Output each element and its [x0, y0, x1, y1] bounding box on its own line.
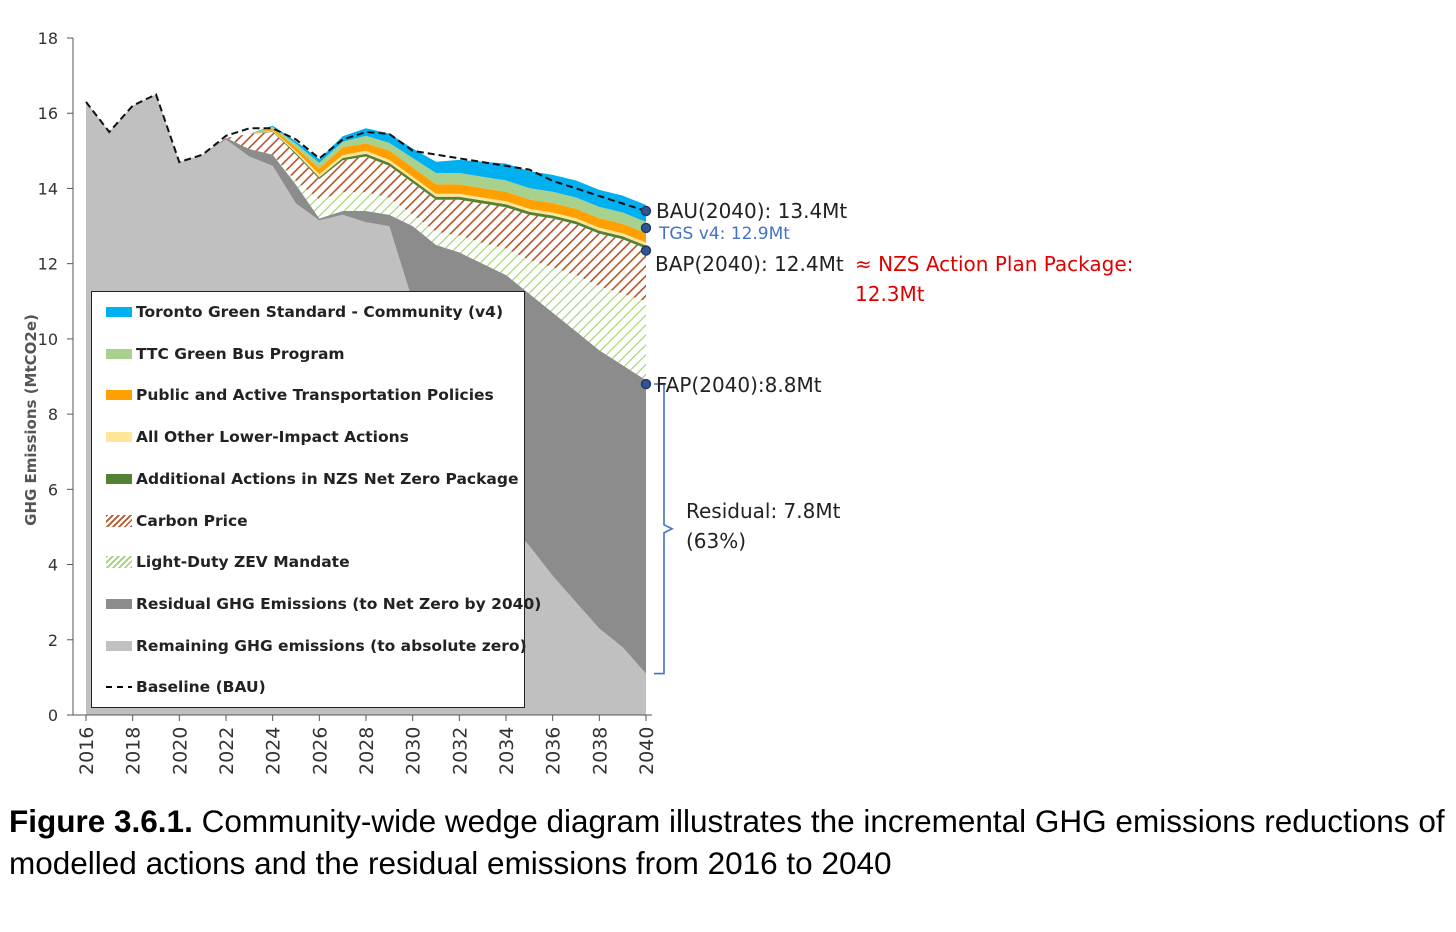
legend-swatch	[106, 686, 132, 689]
nzs-label-line1: ≈ NZS Action Plan Package:	[855, 252, 1134, 276]
legend: Toronto Green Standard - Community (v4) T…	[91, 291, 541, 708]
y-tick-label: 14	[38, 179, 58, 198]
legend-swatch	[106, 640, 132, 651]
caption-text: Community-wide wedge diagram illustrates…	[9, 803, 1445, 881]
baseline-line	[85, 93, 647, 212]
legend-swatch	[106, 432, 132, 443]
annotations	[640, 205, 674, 675]
y-axis-label: GHG Emissions (MtCO2e)	[22, 314, 40, 526]
x-tick-label: 2028	[356, 727, 378, 775]
legend-swatch	[106, 307, 132, 317]
x-tick-label: 2034	[496, 727, 518, 775]
legend-label: All Other Lower-Impact Actions	[136, 428, 409, 447]
legend-swatch	[106, 514, 132, 527]
x-tick-label: 2016	[76, 727, 98, 775]
y-tick-label: 8	[48, 405, 58, 424]
residual-label-line1: Residual: 7.8Mt	[686, 499, 841, 523]
legend-label: Public and Active Transportation Policie…	[136, 386, 494, 405]
y-tick-label: 16	[38, 104, 58, 123]
x-tick-label: 2026	[309, 727, 331, 775]
x-tick-label: 2024	[263, 727, 285, 775]
legend-item-toronto-green-standard-community-v4: Toronto Green Standard - Community (v4)	[106, 302, 503, 322]
residual-label-line2: (63%)	[686, 529, 747, 553]
y-tick-label: 12	[38, 255, 58, 274]
axes: 0 2 4 6 8 10 12 14 16 18 2016 2018 2020 2022 2024 2026 2…	[22, 29, 658, 775]
legend-item-ttc-green-bus-program: TTC Green Bus Program	[106, 344, 345, 364]
y-tick-label: 0	[48, 706, 58, 725]
tgs-label: TGS v4: 12.9Mt	[659, 224, 790, 244]
y-tick-label: 4	[48, 556, 58, 575]
caption-bold: Figure 3.6.1.	[9, 803, 193, 839]
legend-label: Baseline (BAU)	[136, 678, 266, 697]
figure-caption: Figure 3.6.1. Community-wide wedge diagr…	[9, 800, 1449, 884]
legend-item-carbon-price: Carbon Price	[106, 511, 248, 531]
y-tick-label: 10	[38, 330, 58, 349]
marker-bap	[640, 245, 652, 256]
x-tick-label: 2040	[636, 727, 658, 775]
x-tick-label: 2038	[589, 727, 611, 775]
legend-label: Remaining GHG emissions (to absolute zer…	[136, 636, 527, 655]
fap-label: FAP(2040):8.8Mt	[656, 373, 822, 397]
baseline-group	[85, 93, 647, 212]
legend-item-remaining-ghg-emissions-to-absolute-zero: Remaining GHG emissions (to absolute zer…	[106, 636, 527, 656]
legend-label: Light-Duty ZEV Mandate	[136, 553, 350, 572]
y-tick-label: 2	[48, 631, 58, 650]
x-tick-label: 2022	[216, 727, 238, 775]
x-tick-label: 2030	[403, 727, 425, 775]
legend-item-residual-ghg-emissions-to-net-zero-by-2040: Residual GHG Emissions (to Net Zero by 2…	[106, 594, 541, 614]
legend-label: Additional Actions in NZS Net Zero Packa…	[136, 469, 519, 488]
marker-tgs	[640, 222, 652, 234]
legend-item-public-and-active-transportation-policies: Public and Active Transportation Policie…	[106, 385, 494, 405]
marker-fap	[640, 378, 652, 390]
x-tick-label: 2032	[449, 727, 471, 775]
bau-label: BAU(2040): 13.4Mt	[656, 199, 848, 223]
x-tick-label: 2020	[169, 727, 191, 775]
area-carbon-price	[86, 94, 646, 302]
legend-swatch	[106, 390, 132, 401]
legend-swatch	[106, 473, 132, 484]
legend-swatch	[106, 556, 132, 569]
residual-bracket	[654, 383, 674, 675]
legend-label: TTC Green Bus Program	[136, 344, 345, 363]
legend-label: Carbon Price	[136, 511, 248, 530]
marker-bau	[640, 205, 652, 217]
legend-swatch	[106, 348, 132, 359]
bap-label: BAP(2040): 12.4Mt	[655, 252, 844, 276]
legend-label: Toronto Green Standard - Community (v4)	[136, 303, 504, 321]
legend-swatch	[106, 598, 132, 609]
y-tick-label: 18	[38, 29, 58, 48]
y-tick-label: 6	[48, 480, 58, 499]
legend-label: Residual GHG Emissions (to Net Zero by 2…	[136, 594, 542, 613]
area-residual-ghg-emissions-to-net-zero-by-2040	[86, 94, 646, 674]
x-tick-label: 2036	[543, 727, 565, 775]
legend-item-additional-actions-in-nzs-net-zero-package: Additional Actions in NZS Net Zero Packa…	[106, 469, 519, 489]
legend-item-light-duty-zev-mandate: Light-Duty ZEV Mandate	[106, 552, 350, 572]
x-tick-label: 2018	[123, 727, 145, 775]
legend-item-all-other-lower-impact-actions: All Other Lower-Impact Actions	[106, 427, 409, 447]
legend-item-baseline-bau: Baseline (BAU)	[106, 677, 266, 697]
nzs-label-line2: 12.3Mt	[855, 282, 925, 306]
